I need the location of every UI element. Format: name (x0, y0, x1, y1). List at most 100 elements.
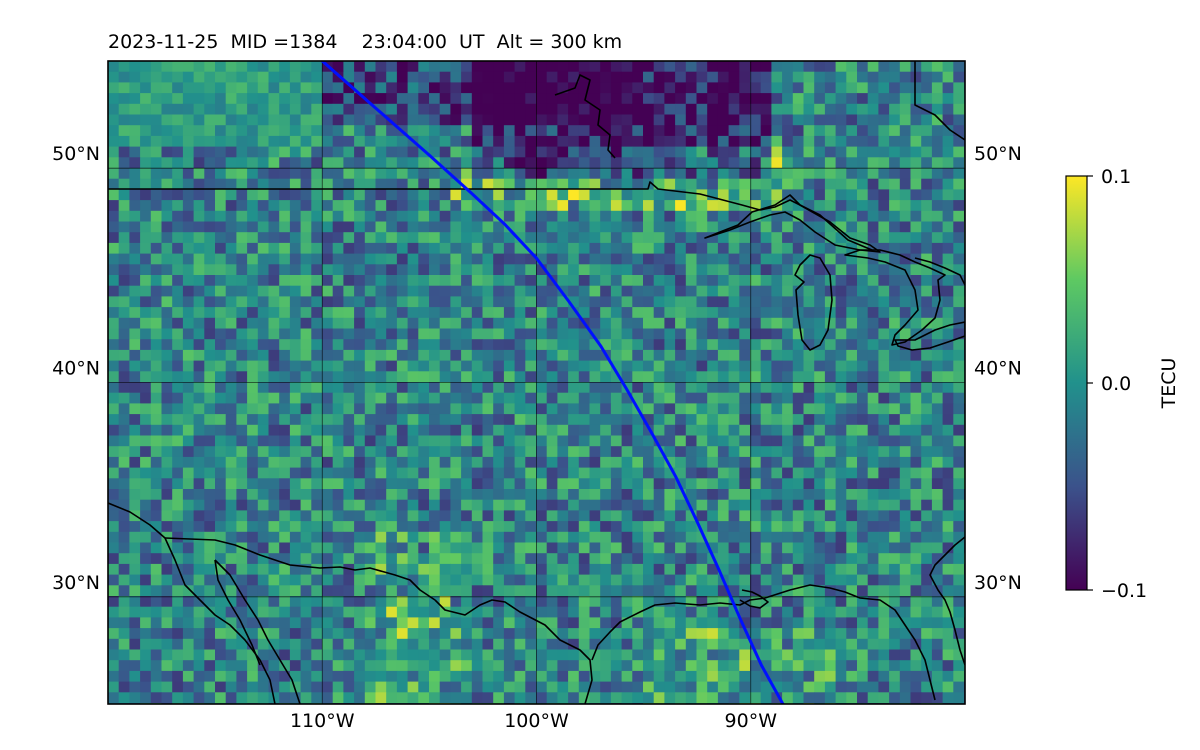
tec-cell (439, 103, 451, 115)
tec-cell (215, 210, 227, 222)
tec-cell (643, 317, 655, 329)
tec-cell (889, 414, 901, 426)
tec-cell (717, 435, 729, 447)
tec-cell (311, 232, 323, 244)
tec-cell (354, 649, 366, 661)
tec-cell (846, 275, 858, 287)
tec-cell (942, 157, 954, 169)
tec-cell (835, 146, 847, 158)
tec-cell (118, 178, 130, 190)
tec-cell (931, 670, 943, 682)
tec-cell (204, 178, 216, 190)
tec-cell (247, 617, 259, 629)
tec-cell (182, 392, 194, 404)
tec-cell (118, 638, 130, 650)
tec-cell (140, 660, 152, 672)
tec-cell (322, 446, 334, 458)
tec-cell (289, 692, 301, 704)
tec-cell (311, 531, 323, 543)
tec-cell (750, 596, 762, 608)
tec-cell (728, 328, 740, 340)
tec-cell (247, 424, 259, 436)
tec-cell (386, 521, 398, 533)
tec-cell (814, 221, 826, 233)
tec-cell (878, 71, 890, 83)
tec-cell (707, 596, 719, 608)
tec-cell (525, 424, 537, 436)
tec-cell (910, 71, 922, 83)
tec-cell (215, 339, 227, 351)
tec-cell (129, 403, 141, 415)
tec-cell (824, 606, 836, 618)
tec-cell (664, 178, 676, 190)
tec-cell (150, 210, 162, 222)
tec-cell (439, 253, 451, 265)
tec-cell (418, 71, 430, 83)
tec-cell (118, 82, 130, 94)
tec-cell (140, 392, 152, 404)
tec-cell (610, 499, 622, 511)
tec-cell (878, 296, 890, 308)
tec-cell (343, 296, 355, 308)
tec-cell (300, 542, 312, 554)
tec-cell (182, 242, 194, 254)
tec-cell (108, 414, 120, 426)
tec-cell (846, 103, 858, 115)
tec-cell (471, 596, 483, 608)
tec-cell (685, 82, 697, 94)
tec-cell (150, 456, 162, 468)
tec-cell (536, 125, 548, 137)
tec-cell (857, 585, 869, 597)
tec-cell (653, 221, 665, 233)
tec-cell (118, 253, 130, 265)
tec-cell (889, 456, 901, 468)
tec-cell (910, 371, 922, 383)
tec-cell (482, 264, 494, 276)
tec-cell (664, 189, 676, 201)
tec-cell (257, 585, 269, 597)
tec-cell (707, 114, 719, 126)
tec-cell (857, 403, 869, 415)
tec-cell (899, 531, 911, 543)
tec-cell (685, 317, 697, 329)
tec-cell (921, 382, 933, 394)
tec-cell (364, 467, 376, 479)
tec-cell (118, 521, 130, 533)
tec-cell (942, 253, 954, 265)
tec-cell (867, 360, 879, 372)
tec-cell (931, 285, 943, 297)
tec-cell (364, 125, 376, 137)
tec-cell (728, 424, 740, 436)
tec-cell (664, 489, 676, 501)
tec-cell (664, 317, 676, 329)
tec-cell (471, 328, 483, 340)
tec-cell (685, 93, 697, 105)
tec-cell (493, 521, 505, 533)
tec-cell (782, 563, 794, 575)
tec-cell (268, 307, 280, 319)
tec-cell (717, 103, 729, 115)
tec-cell (225, 264, 237, 276)
tec-cell (771, 628, 783, 640)
tec-cell (247, 275, 259, 287)
tec-cell (375, 553, 387, 565)
tec-cell (150, 531, 162, 543)
tec-cell (899, 617, 911, 629)
tec-cell (632, 114, 644, 126)
tec-cell (161, 125, 173, 137)
tec-cell (439, 275, 451, 287)
tec-cell (172, 307, 184, 319)
tec-cell (108, 596, 120, 608)
tec-cell (450, 71, 462, 83)
tec-cell (311, 628, 323, 640)
tec-cell (600, 649, 612, 661)
tec-cell (279, 93, 291, 105)
tec-cell (482, 82, 494, 94)
tec-cell (610, 638, 622, 650)
tec-cell (942, 414, 954, 426)
tec-cell (236, 456, 248, 468)
tec-cell (696, 692, 708, 704)
tec-cell (910, 606, 922, 618)
tec-cell (300, 510, 312, 522)
tec-cell (289, 542, 301, 554)
